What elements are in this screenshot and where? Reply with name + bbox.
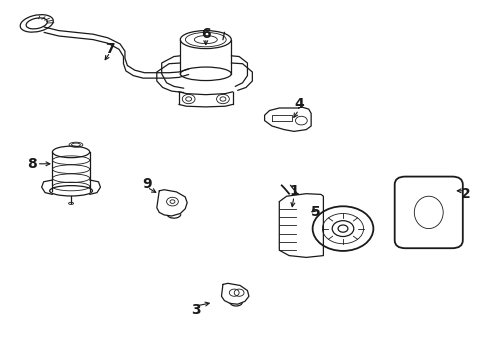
Text: 7: 7 [105,42,115,55]
Text: 5: 5 [311,206,321,219]
Text: 1: 1 [289,184,299,198]
Text: 6: 6 [201,27,211,41]
Text: 8: 8 [27,157,37,171]
Text: 2: 2 [461,188,470,201]
Text: 3: 3 [191,303,201,316]
Text: 4: 4 [294,98,304,111]
Text: 9: 9 [142,177,152,190]
